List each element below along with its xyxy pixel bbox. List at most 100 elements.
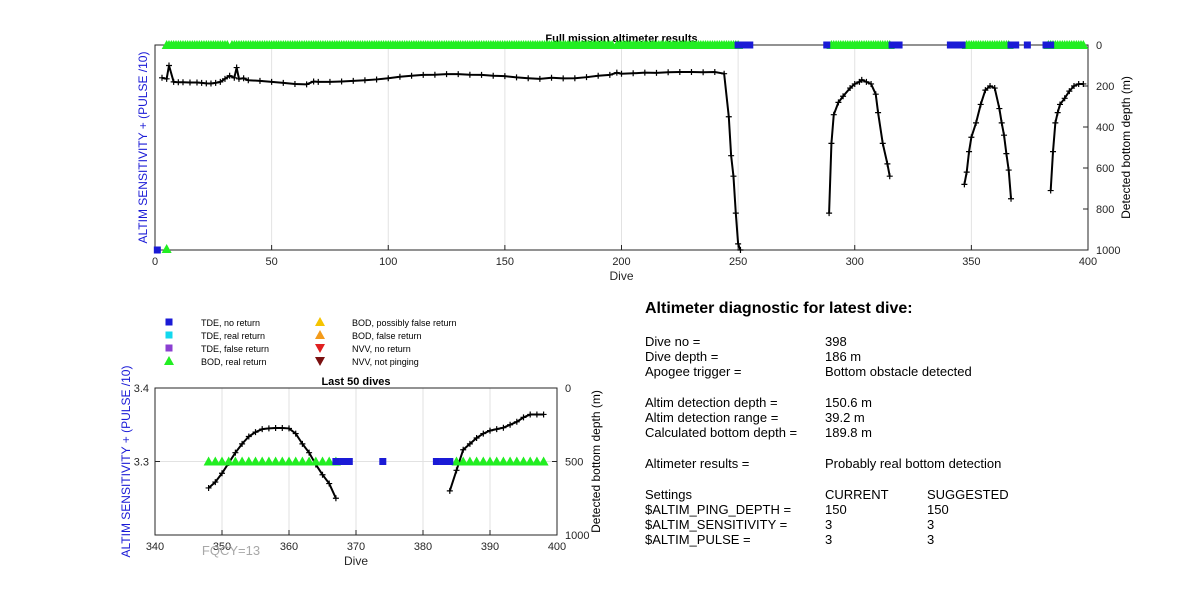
main-depth-point [217, 78, 224, 85]
sub-bod-real-return-marker [203, 456, 214, 466]
main-tde-no-return-marker [958, 41, 966, 49]
legend-marker [315, 357, 325, 366]
sub-xtick-label: 390 [481, 541, 499, 553]
main-depth-point [884, 160, 891, 167]
main-depth-point [291, 80, 298, 87]
diag-label: Calculated bottom depth = [645, 425, 798, 440]
sub-ylabel-right: Detected bottom depth (m) [589, 390, 603, 533]
sub-xtick-label: 340 [146, 541, 164, 553]
sub-bod-real-return-marker [478, 456, 489, 466]
main-xtick-label: 400 [1079, 256, 1097, 268]
main-xtick-label: 250 [729, 256, 747, 268]
sub-tde-no-return-marker [446, 458, 454, 465]
sub-depth-point [292, 430, 299, 437]
main-depth-point [186, 79, 193, 86]
main-depth-point [828, 140, 835, 147]
sub-bod-real-return-marker [210, 456, 221, 466]
main-depth-point [1050, 148, 1057, 155]
main-depth-line [1049, 82, 1084, 191]
legend-marker [165, 331, 173, 339]
sub-bod-real-return-marker [525, 456, 536, 466]
sub-depth-point [245, 433, 252, 440]
main-depth-point [641, 69, 648, 76]
main-depth-point [303, 81, 310, 88]
main-depth-point [163, 75, 170, 82]
sub-depth-point [306, 449, 313, 456]
legend-label: NVV, no return [352, 344, 411, 354]
sub-bod-real-return-marker [511, 456, 522, 466]
diag-label: Dive depth = [645, 349, 719, 364]
main-depth-point [830, 111, 837, 118]
sub-ytick-left-label: 3.3 [134, 457, 149, 469]
main-depth-point [525, 75, 532, 82]
sub-depth-point [533, 411, 540, 418]
main-depth-point [688, 69, 695, 76]
legend-label: BOD, false return [352, 331, 422, 341]
sub-xlabel: Dive [344, 554, 368, 568]
main-depth-point [361, 77, 368, 84]
main-depth-point [996, 105, 1003, 112]
main-depth-point [700, 69, 707, 76]
main-tde-no-return-marker [895, 41, 903, 49]
main-depth-point [973, 119, 980, 126]
main-ytick-right-label: 0 [1096, 40, 1102, 52]
sub-depth-point [279, 424, 286, 431]
main-depth-point [725, 113, 732, 120]
settings-name: $ALTIM_PING_DEPTH = [645, 502, 792, 517]
main-ylabel-left: ALTIM SENSITIVITY + (PULSE /10) [136, 52, 150, 244]
main-xtick-label: 150 [496, 256, 514, 268]
sub-depth-point [252, 429, 259, 436]
diag-label: Altim detection depth = [645, 395, 778, 410]
sub-depth-point [212, 479, 219, 486]
main-depth-point [595, 72, 602, 79]
main-depth-point [350, 77, 357, 84]
sub-depth-point [527, 411, 534, 418]
sub-depth-point [473, 434, 480, 441]
main-depth-point [730, 173, 737, 180]
sub-bod-real-return-marker [485, 456, 495, 466]
main-bod-real-return-marker [161, 244, 172, 253]
sub-depth-point [265, 425, 272, 432]
main-depth-point [571, 75, 578, 82]
diagnostic-panel: Altimeter diagnostic for latest dive: Di… [645, 300, 1065, 560]
diag-value: 189.8 m [825, 425, 872, 440]
sub-tde-no-return-marker [339, 458, 347, 465]
main-ytick-right-label: 600 [1096, 163, 1114, 175]
main-depth-point [338, 78, 345, 85]
sub-bod-real-return-marker [458, 456, 469, 466]
main-depth-point [233, 64, 240, 71]
sub-depth-point [493, 426, 500, 433]
main-depth-point [466, 71, 473, 78]
sub-ytick-left-label: 3.4 [134, 383, 149, 395]
sub-bod-real-return-marker [297, 456, 308, 466]
main-depth-point [879, 140, 886, 147]
sub-tde-no-return-marker [439, 458, 447, 465]
settings-current-header: CURRENT [825, 487, 889, 502]
main-depth-point [315, 78, 322, 85]
legend-marker [165, 318, 173, 326]
main-depth-point [872, 91, 879, 98]
sub-depth-point [520, 414, 527, 421]
sub-depth-point [286, 425, 292, 432]
legend-label: BOD, possibly false return [352, 318, 457, 328]
sub-bod-real-return-marker [505, 456, 516, 466]
sub-depth-point [453, 467, 460, 474]
sub-depth-point [480, 430, 487, 437]
main-xtick-label: 100 [379, 256, 397, 268]
main-depth-point [966, 148, 973, 155]
diag-value: Probably real bottom detection [825, 456, 1002, 471]
main-depth-point [165, 62, 172, 69]
main-depth-point [385, 75, 392, 82]
sub-bod-real-return-marker [230, 456, 241, 466]
legend-marker [165, 344, 173, 352]
sub-annotation: FQCY=13 [202, 543, 260, 558]
diagnostic-title: Altimeter diagnostic for latest dive: [645, 300, 913, 317]
main-depth-point [968, 134, 975, 141]
sub-depth-point [326, 480, 333, 487]
main-depth-point [998, 119, 1005, 126]
main-depth-point [513, 74, 520, 81]
diag-label: Apogee trigger = [645, 364, 742, 379]
sub-bod-real-return-marker [270, 456, 281, 466]
main-depth-point [490, 72, 497, 79]
main-depth-point [1061, 95, 1068, 102]
